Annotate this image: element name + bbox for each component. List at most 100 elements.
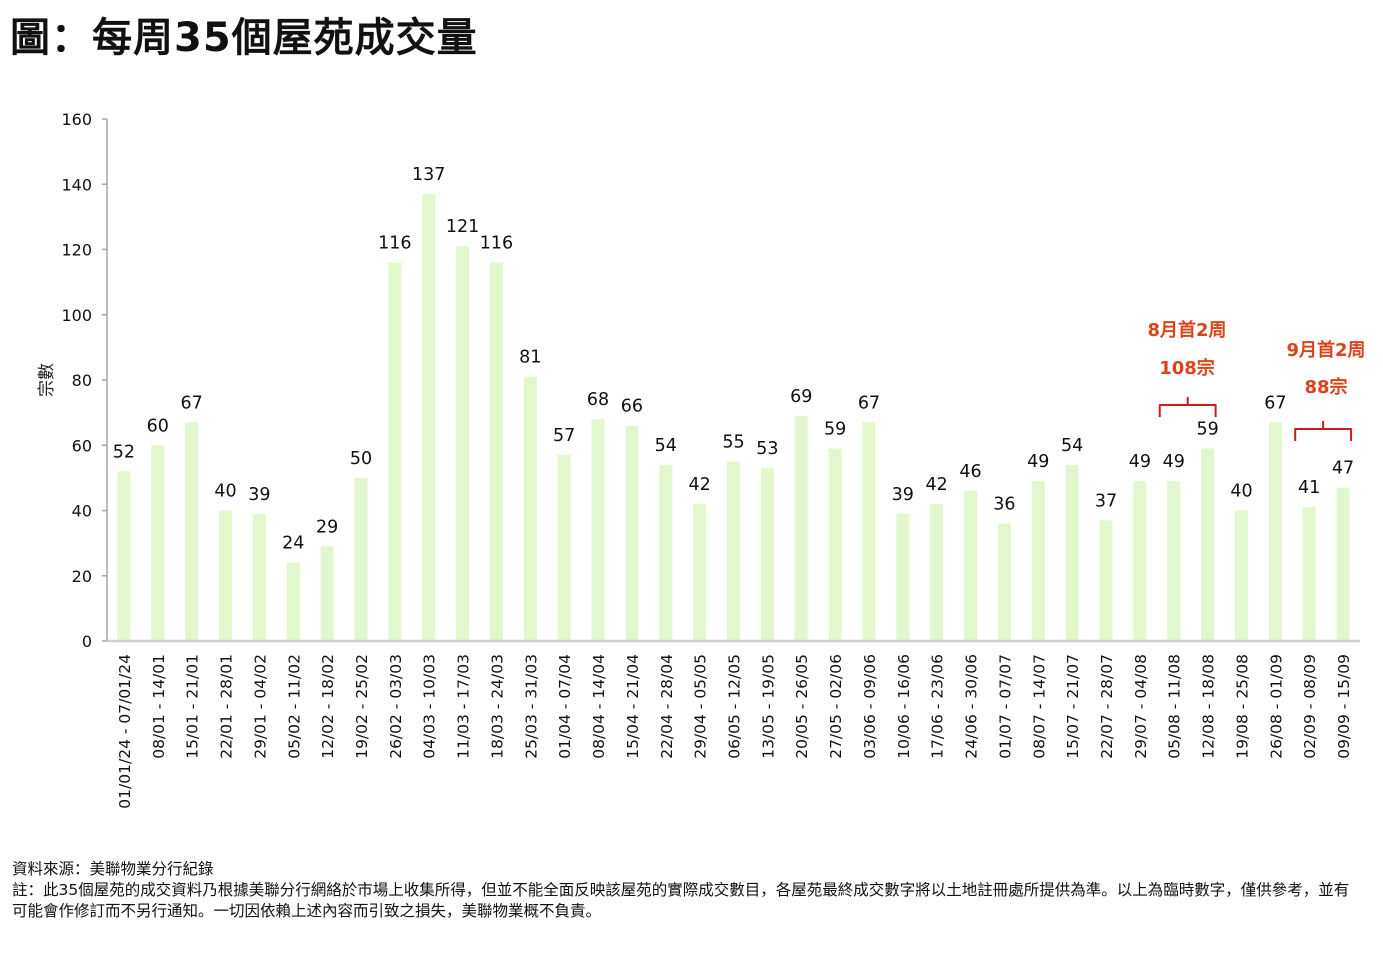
annotation-label: 8月首2周 — [1147, 319, 1226, 341]
x-tick-label: 09/09 - 15/09 — [1335, 654, 1353, 759]
x-tick-label: 27/05 - 02/06 — [827, 654, 845, 759]
data-label: 60 — [147, 416, 169, 436]
x-tick-label: 29/07 - 04/08 — [1132, 654, 1150, 759]
x-tick-label: 05/02 - 11/02 — [285, 654, 303, 759]
data-label: 47 — [1332, 459, 1354, 479]
y-tick-label: 160 — [61, 110, 92, 129]
data-label: 46 — [959, 462, 981, 482]
bar — [1133, 481, 1147, 641]
data-label: 67 — [181, 393, 203, 413]
data-label: 52 — [113, 442, 135, 462]
x-tick-label: 13/05 - 19/05 — [759, 654, 777, 759]
x-tick-label: 22/04 - 28/04 — [658, 654, 676, 759]
data-label: 37 — [1095, 491, 1117, 511]
x-tick-label: 11/03 - 17/03 — [455, 654, 473, 759]
bar — [286, 562, 300, 641]
bar — [794, 415, 808, 641]
y-tick-label: 0 — [82, 632, 92, 651]
data-label: 55 — [722, 433, 744, 453]
y-axis-title: 宗數 — [37, 363, 57, 397]
x-tick-label: 01/04 - 07/04 — [556, 654, 574, 759]
x-tick-label: 22/01 - 28/01 — [218, 654, 236, 759]
bar — [693, 503, 707, 641]
data-label: 67 — [858, 393, 880, 413]
bars — [117, 194, 1350, 642]
data-label: 66 — [621, 397, 643, 417]
source-note: 資料來源：美聯物業分行紀錄 — [12, 860, 214, 878]
bar — [1065, 464, 1079, 641]
data-label: 39 — [892, 485, 914, 505]
y-tick-label: 40 — [72, 502, 92, 521]
disclaimer-note: 註：此35個屋苑的成交資料乃根據美聯分行網絡於市場上收集所得，但並不能全面反映該… — [12, 881, 1350, 920]
x-tick-label: 12/08 - 18/08 — [1200, 654, 1218, 759]
bar — [151, 445, 165, 641]
data-label: 67 — [1264, 393, 1286, 413]
annotation-total: 88宗 — [1304, 376, 1347, 398]
bar — [1268, 422, 1282, 641]
data-label: 39 — [248, 485, 270, 505]
x-tick-label: 22/07 - 28/07 — [1098, 654, 1116, 759]
y-tick-label: 100 — [61, 306, 92, 325]
data-label: 42 — [688, 475, 710, 495]
y-tick-label: 20 — [72, 567, 92, 586]
bar — [557, 455, 571, 641]
y-axis: 0 20 40 60 80 100 120 140 160 — [61, 110, 108, 651]
data-label: 54 — [1061, 436, 1083, 456]
data-label: 49 — [1163, 452, 1185, 472]
x-tick-label: 19/02 - 25/02 — [353, 654, 371, 759]
bar — [388, 262, 402, 641]
bar — [185, 422, 199, 641]
x-tick-label: 08/01 - 14/01 — [150, 654, 168, 759]
data-label: 40 — [214, 482, 236, 502]
bar — [997, 523, 1011, 641]
data-label: 59 — [824, 420, 846, 440]
x-tick-label: 12/02 - 18/02 — [319, 654, 337, 759]
data-label: 36 — [993, 495, 1015, 515]
bar — [1302, 507, 1316, 641]
y-tick-label: 60 — [72, 436, 92, 455]
x-tick-label: 26/08 - 01/09 — [1267, 654, 1285, 759]
data-label: 49 — [1027, 452, 1049, 472]
annotations: 8月首2周 108宗 9月首2周 88宗 — [1147, 319, 1366, 441]
data-label: 59 — [1196, 420, 1218, 440]
data-label: 29 — [316, 517, 338, 537]
bar — [523, 376, 537, 641]
data-label: 53 — [756, 439, 778, 459]
bar — [862, 422, 876, 641]
bar — [760, 468, 774, 641]
x-tick-label: 24/06 - 30/06 — [963, 654, 981, 759]
bar — [1031, 481, 1045, 641]
x-tick-label: 08/04 - 14/04 — [590, 654, 608, 759]
data-label: 41 — [1298, 478, 1320, 498]
data-label: 57 — [553, 426, 575, 446]
data-label: 42 — [926, 475, 948, 495]
x-tick-label: 02/09 - 08/09 — [1301, 654, 1319, 759]
bar — [930, 503, 944, 641]
bar — [625, 425, 639, 641]
data-label: 137 — [412, 165, 445, 185]
x-tick-label: 08/07 - 14/07 — [1030, 654, 1048, 759]
x-tick-label: 18/03 - 24/03 — [488, 654, 506, 759]
x-tick-label: 10/06 - 16/06 — [895, 654, 913, 759]
bar — [456, 246, 470, 642]
bar — [1336, 487, 1350, 641]
bar — [1167, 481, 1181, 641]
data-label: 81 — [519, 348, 541, 368]
x-tick-label: 29/01 - 04/02 — [251, 654, 269, 759]
annotation-bracket — [1158, 397, 1217, 417]
x-tick-label: 29/04 - 05/05 — [692, 654, 710, 759]
bar — [964, 490, 978, 641]
x-axis: 01/01/24 - 07/01/24 08/01 - 14/01 15/01 - … — [107, 639, 1360, 809]
x-tick-label: 19/08 - 25/08 — [1233, 654, 1251, 759]
y-tick-label: 80 — [72, 371, 92, 390]
x-tick-label: 05/08 - 11/08 — [1166, 654, 1184, 759]
x-tick-label: 25/03 - 31/03 — [522, 654, 540, 759]
bar — [1234, 510, 1248, 641]
bar — [896, 513, 910, 641]
x-tick-label: 06/05 - 12/05 — [726, 654, 744, 759]
x-tick-label: 17/06 - 23/06 — [929, 654, 947, 759]
x-tick-label: 01/07 - 07/07 — [996, 654, 1014, 759]
bar — [1201, 448, 1215, 641]
data-label: 50 — [350, 449, 372, 469]
